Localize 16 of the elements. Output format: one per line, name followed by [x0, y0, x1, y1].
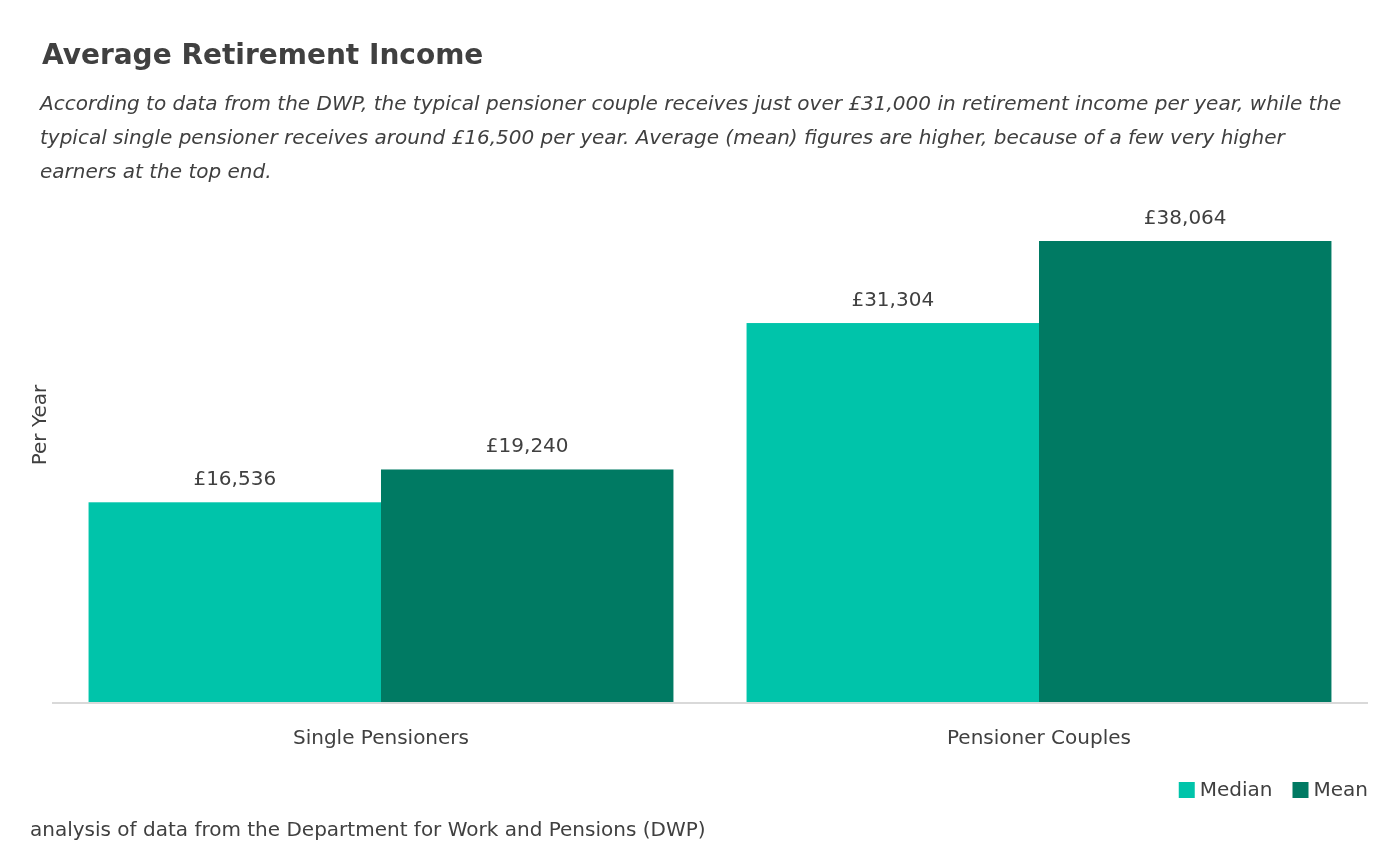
text: analysis of data from the Department for Work and Pensions (DWP)	[30, 817, 706, 841]
bar	[381, 469, 674, 703]
legend-label: Median	[1199, 777, 1273, 801]
x-tick-label: Pensioner Couples	[947, 725, 1131, 749]
x-tick-label: Single Pensioners	[292, 725, 470, 749]
chart-title: Average Retirement Income	[42, 38, 484, 71]
data-label: £19,240	[485, 433, 569, 458]
chart-subtitle: According to data from the DWP, the typical pensioner couple receives just over £31,000 in retirement income per year, while the typical single pensioner receives around £16,500 per year. Average (mean) figures are higher, because of a few very higher earners at the top end.	[38, 91, 1342, 183]
data-label: £31,304	[851, 287, 935, 312]
bar	[88, 502, 381, 703]
data-label: £38,064	[1143, 205, 1227, 229]
data-label: £16,536	[193, 466, 277, 491]
bar	[746, 323, 1039, 703]
y-axis-title: Per Year	[27, 383, 51, 466]
bar	[1039, 241, 1332, 703]
legend-label: Mean	[1313, 777, 1368, 801]
